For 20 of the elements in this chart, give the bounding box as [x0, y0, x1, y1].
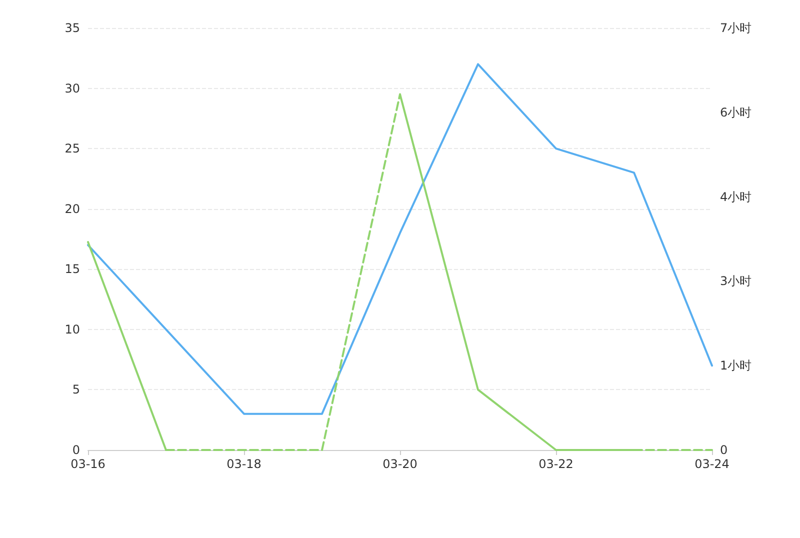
y-tick-label: 15	[64, 262, 80, 276]
y-tick-label: 5	[72, 382, 80, 397]
x-tick-label: 03-22	[538, 457, 574, 471]
y-tick-label: 35	[64, 21, 80, 35]
y2-tick-label: 0	[720, 443, 728, 457]
x-tick-label: 03-20	[382, 457, 418, 471]
line-series	[87, 63, 713, 415]
x-tick-label: 03-24	[694, 457, 730, 471]
y2-tick-label: 1小时	[720, 358, 752, 373]
x-tick-label: 03-16	[70, 457, 106, 471]
y2-tick-label: 6小时	[720, 105, 752, 120]
y-tick-label: 0	[72, 443, 80, 457]
y-tick-label: 10	[64, 322, 80, 336]
y-tick-label: 25	[64, 142, 80, 156]
y2-tick-label: 7小时	[720, 21, 752, 35]
y2-tick-label: 4小时	[720, 190, 752, 204]
x-tick-label: 03-18	[226, 457, 262, 471]
y-tick-label: 20	[64, 202, 80, 216]
y2-tick-label: 3小时	[720, 274, 752, 288]
y-tick-label: 30	[64, 81, 80, 96]
